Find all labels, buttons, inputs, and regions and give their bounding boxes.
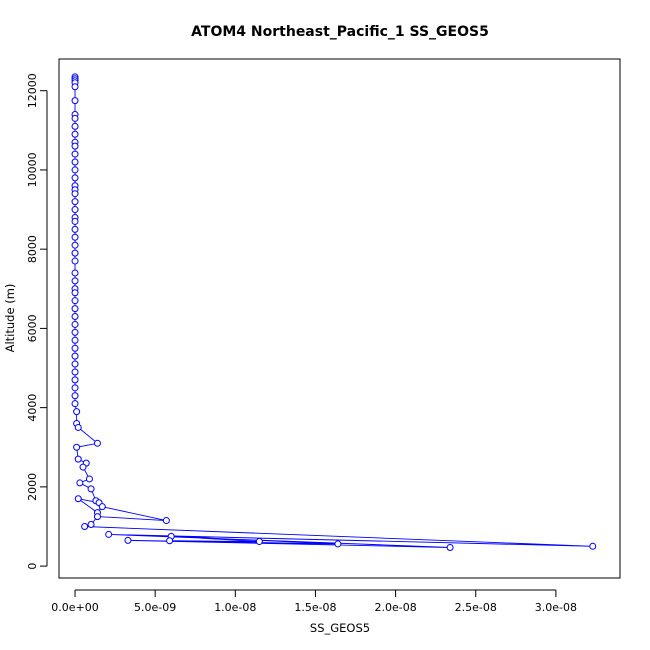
data-point — [76, 479, 84, 487]
x-axis-label: SS_GEOS5 — [310, 621, 370, 635]
y-tick-label: 4000 — [26, 394, 39, 422]
x-axis: 0.0e+00 5.0e-09 1.0e-08 1.5e-08 2.0e-08 2.5e-… — [51, 589, 577, 614]
data-point — [71, 368, 79, 376]
data-point — [71, 289, 79, 297]
data-point — [71, 206, 79, 214]
x-tick-label: 2.5e-08 — [455, 601, 497, 614]
data-point — [71, 225, 79, 233]
data-point — [74, 423, 82, 431]
data-point — [73, 443, 81, 451]
data-point — [71, 83, 79, 91]
data-point — [71, 297, 79, 305]
data-point — [71, 305, 79, 313]
data-point — [105, 530, 113, 538]
data-point — [71, 198, 79, 206]
y-axis: 0 2000 4000 6000 8000 10000 12000 — [26, 73, 48, 570]
data-point — [71, 97, 79, 105]
data-point — [71, 249, 79, 257]
data-point — [334, 540, 342, 548]
data-point — [71, 392, 79, 400]
data-point — [87, 521, 95, 529]
data-point — [71, 174, 79, 182]
series-line — [74, 76, 593, 548]
data-point — [71, 352, 79, 360]
data-point — [71, 150, 79, 158]
x-tick-label: 1.0e-08 — [214, 601, 256, 614]
x-tick-label: 0.0e+00 — [51, 601, 98, 614]
data-point — [71, 114, 79, 122]
data-point — [124, 536, 132, 544]
x-tick-label: 5.0e-09 — [134, 601, 176, 614]
x-tick-label: 3.0e-08 — [535, 601, 577, 614]
data-point — [71, 320, 79, 328]
data-point — [589, 542, 597, 550]
data-point — [71, 158, 79, 166]
y-tick-label: 12000 — [26, 73, 39, 108]
data-point — [87, 485, 95, 493]
data-point — [98, 503, 106, 511]
data-point — [71, 241, 79, 249]
data-point — [71, 313, 79, 321]
data-point — [162, 517, 170, 525]
data-point — [71, 130, 79, 138]
x-tick-label: 2.0e-08 — [374, 601, 416, 614]
y-axis-label: Altitude (m) — [3, 284, 17, 353]
data-point — [71, 344, 79, 352]
data-series — [71, 73, 597, 551]
data-point — [71, 328, 79, 336]
data-point — [73, 408, 81, 416]
data-point — [71, 336, 79, 344]
data-point — [255, 538, 263, 546]
x-tick-label: 1.5e-08 — [294, 601, 336, 614]
data-point — [71, 233, 79, 241]
y-tick-label: 6000 — [26, 314, 39, 342]
data-point — [74, 455, 82, 463]
data-point — [71, 360, 79, 368]
data-point — [71, 142, 79, 150]
chart-title: ATOM4 Northeast_Pacific_1 SS_GEOS5 — [191, 24, 489, 40]
data-point — [71, 277, 79, 285]
data-point — [85, 475, 93, 483]
y-tick-label: 8000 — [26, 235, 39, 263]
data-point — [71, 122, 79, 130]
data-point — [446, 543, 454, 551]
data-point — [71, 166, 79, 174]
data-point — [93, 439, 101, 447]
data-point — [71, 384, 79, 392]
y-tick-label: 2000 — [26, 473, 39, 501]
data-point — [74, 495, 82, 503]
y-tick-label: 10000 — [26, 152, 39, 187]
data-point — [93, 513, 101, 521]
data-point — [79, 463, 87, 471]
y-tick-label: 0 — [26, 563, 39, 570]
data-point — [71, 376, 79, 384]
data-point — [71, 400, 79, 408]
data-point — [166, 537, 174, 545]
data-point — [71, 217, 79, 225]
data-point — [71, 269, 79, 277]
data-point — [71, 257, 79, 265]
data-point — [71, 190, 79, 198]
plot-area-border — [58, 58, 621, 579]
data-point — [81, 522, 89, 530]
